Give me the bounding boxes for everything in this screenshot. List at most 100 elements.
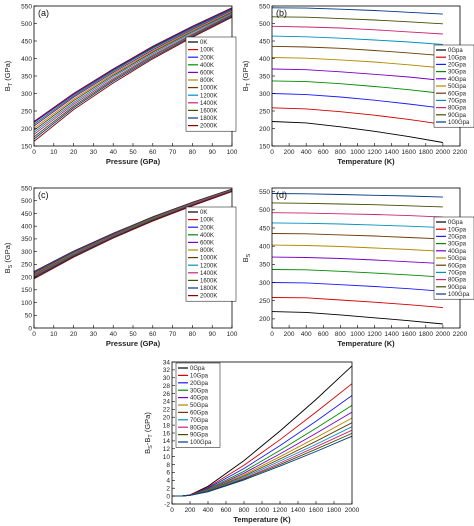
y-tick-label: 500	[259, 21, 270, 28]
legend-entry: 1600K	[200, 279, 217, 285]
series-line-1200k	[33, 12, 233, 133]
legend-entry: 600K	[200, 241, 214, 247]
x-tick-label: 800	[335, 149, 346, 156]
legend-entry: 20Gpa	[448, 63, 467, 69]
x-tick-label: 10	[50, 149, 58, 156]
x-tick-label: 2200	[453, 331, 468, 338]
x-tick-label: 1400	[384, 331, 399, 338]
y-tick-label: 350	[259, 73, 270, 80]
y-tick-label: 550	[259, 189, 270, 196]
y-tick-label: 250	[21, 108, 32, 115]
y-axis-label: BS (GPa)	[3, 242, 14, 273]
series-line-40gpa	[271, 68, 443, 81]
legend-entry: 800K	[200, 248, 214, 254]
series-line-40gpa	[271, 256, 443, 265]
legend-entry: 40Gpa	[448, 249, 467, 255]
legend-entry: 2000K	[200, 294, 217, 300]
y-tick-label: 8	[166, 462, 170, 469]
legend-entry: 1200K	[200, 263, 217, 269]
y-tick-label: 24	[163, 399, 171, 406]
panel-label: (d)	[276, 190, 287, 200]
legend-box	[185, 206, 237, 302]
y-tick-label: 0	[28, 325, 32, 332]
y-tick-label: 500	[21, 21, 32, 28]
y-tick-label: 14	[163, 438, 171, 445]
legend-entry: 1400K	[200, 271, 217, 277]
y-axis-label: BT (GPa)	[3, 60, 14, 91]
x-tick-label: 1800	[419, 331, 434, 338]
panel-label: (b)	[276, 8, 287, 18]
y-tick-label: 0	[166, 493, 170, 500]
legend-entry: 0Gpa	[190, 366, 205, 372]
y-tick-label: 300	[259, 280, 270, 287]
y-tick-label: 300	[259, 91, 270, 98]
y-tick-label: 300	[21, 249, 32, 256]
x-tick-label: 50	[129, 331, 137, 338]
y-axis-label: BS-BT (GPa)	[143, 412, 154, 454]
x-tick-label: 0	[270, 149, 274, 156]
x-tick-label: 200	[185, 507, 196, 514]
legend-entry: 0K	[200, 210, 207, 216]
legend-entry: 60Gpa	[448, 91, 467, 97]
series-line-1000k	[33, 11, 233, 131]
series-line-70gpa	[271, 222, 443, 229]
y-tick-label: 450	[259, 225, 270, 232]
y-tick-label: 18	[163, 422, 171, 429]
series-line-90gpa	[271, 16, 443, 25]
legend-entry: 1400K	[200, 101, 217, 107]
x-tick-label: 0	[270, 331, 274, 338]
chart-panel-a: 0 10 20 30 40 50 60 70 80 90 100 150 200 250 300 350 400…	[3, 3, 238, 166]
legend-entry: 1800K	[200, 286, 217, 292]
x-tick-label: 80	[189, 149, 197, 156]
y-tick-label: 350	[21, 236, 32, 243]
series-line-50gpa	[271, 244, 443, 252]
legend-entry: 100K	[200, 218, 214, 224]
x-tick-label: 30	[90, 331, 98, 338]
legend-entry: 40Gpa	[448, 77, 467, 83]
x-tick-label: 400	[301, 331, 312, 338]
x-tick-label: 20	[70, 331, 78, 338]
legend-entry: 20Gpa	[448, 235, 467, 241]
series-line-1400k	[33, 13, 233, 135]
series-line-100k	[33, 7, 233, 123]
x-tick-label: 800	[239, 507, 250, 514]
y-tick-label: 400	[259, 56, 270, 63]
y-tick-label: 550	[21, 3, 32, 10]
x-tick-label: 1800	[327, 507, 342, 514]
x-tick-label: 400	[301, 149, 312, 156]
legend-entry: 1000K	[200, 256, 217, 262]
legend-entry: 60Gpa	[190, 411, 209, 417]
x-tick-label: 1600	[401, 331, 416, 338]
series-line-10gpa	[271, 107, 443, 125]
y-tick-label: 250	[259, 298, 270, 305]
series-line-30gpa	[271, 80, 443, 94]
x-tick-label: 80	[189, 331, 197, 338]
series-line-20gpa	[271, 93, 443, 109]
chart-panel-c: 0 10 20 30 40 50 60 70 80 90 100 0 50 100 150 200 250 300…	[3, 185, 238, 348]
legend-entry: 200K	[200, 225, 214, 231]
y-tick-label: 30	[163, 375, 171, 382]
legend-entry: 80Gpa	[190, 425, 209, 431]
y-tick-label: 100	[21, 300, 32, 307]
y-tick-label: 400	[259, 243, 270, 250]
legend-entry: 1800K	[200, 116, 217, 122]
y-tick-label: 500	[259, 207, 270, 214]
y-tick-label: 12	[163, 446, 171, 453]
series-line-90gpa	[271, 202, 443, 208]
legend-entry: 80Gpa	[448, 278, 467, 284]
series-line-80gpa	[271, 25, 443, 35]
y-tick-label: 350	[21, 73, 32, 80]
x-tick-label: 1200	[273, 507, 288, 514]
x-tick-label: 90	[209, 149, 217, 156]
series-line-50gpa	[271, 57, 443, 69]
legend-entry: 100Gpa	[448, 292, 470, 298]
legend-entry: 70Gpa	[190, 418, 209, 424]
x-tick-label: 60	[149, 331, 157, 338]
legend-entry: 30Gpa	[190, 388, 209, 394]
x-tick-label: 50	[129, 149, 137, 156]
x-axis-label: Temperature (K)	[337, 157, 395, 166]
y-tick-label: 28	[163, 383, 171, 390]
y-tick-label: 450	[21, 211, 32, 218]
y-tick-label: 450	[259, 38, 270, 45]
legend-entry: 70Gpa	[448, 99, 467, 105]
